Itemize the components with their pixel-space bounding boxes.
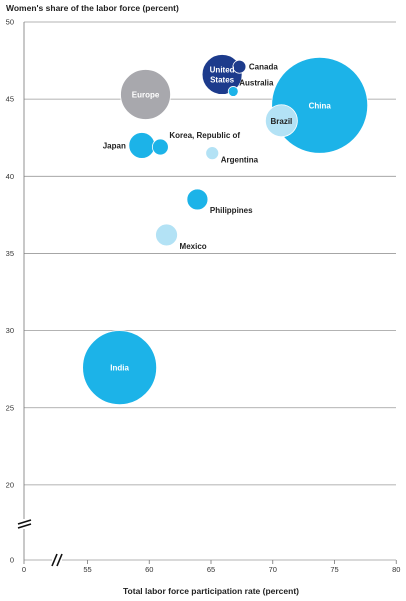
bubble-label: China [309,101,332,110]
bubble-label: Philippines [210,206,253,215]
bubble-australia [227,86,239,97]
bubble-argentina [205,146,220,161]
bubble-label: Australia [239,78,274,87]
bubble-canada [232,59,247,74]
bubble-label: Brazil [270,117,292,126]
bubble-label: United States [210,65,235,84]
x-tick-label: 55 [83,565,91,574]
tick-labels: 0 20 25 30 35 40 45 50 0 55 60 65 70 75 80 [6,18,401,575]
x-tick-label: 60 [145,565,153,574]
axes [17,22,397,567]
bubble-mexico [155,223,178,247]
bubble-united-states [201,54,243,95]
x-tick-label: 0 [22,565,26,574]
x-tick-label: 80 [392,565,400,574]
y-tick-label: 40 [6,172,14,181]
y-tick-label: 30 [6,326,14,335]
bubble-label: Europe [132,91,160,100]
x-tick-label: 65 [207,565,215,574]
y-tick-label: 0 [10,556,14,565]
bubble-korea-republic-of [151,138,169,156]
x-axis-break [51,553,63,567]
bubbles [82,54,369,406]
bubble-china [271,56,369,154]
bubble-europe [120,69,171,120]
bubble-label: Korea, Republic of [169,131,240,140]
bubble-label: Japan [103,141,126,150]
bubble-label: India [110,364,129,373]
bubble-philippines [186,188,209,211]
x-tick-label: 70 [269,565,277,574]
y-tick-label: 20 [6,480,14,489]
gridlines [24,21,396,561]
x-tick-label: 75 [330,565,338,574]
bubble-label: Argentina [221,156,259,165]
y-axis-break [17,519,32,529]
bubble-labels: China India Europe United States Brazil Japan P… [103,63,332,373]
bubble-india [82,330,158,406]
bubble-label: Mexico [180,242,207,251]
bubble-brazil [264,104,298,138]
y-tick-label: 35 [6,249,14,258]
bubble-label: Canada [249,63,278,72]
y-tick-label: 50 [6,18,14,27]
bubble-japan [128,132,156,159]
y-tick-label: 25 [6,403,14,412]
y-axis-label: Women's share of the labor force (percen… [6,3,179,13]
y-tick-label: 45 [6,95,14,104]
x-axis-label: Total labor force participation rate (pe… [123,586,299,596]
